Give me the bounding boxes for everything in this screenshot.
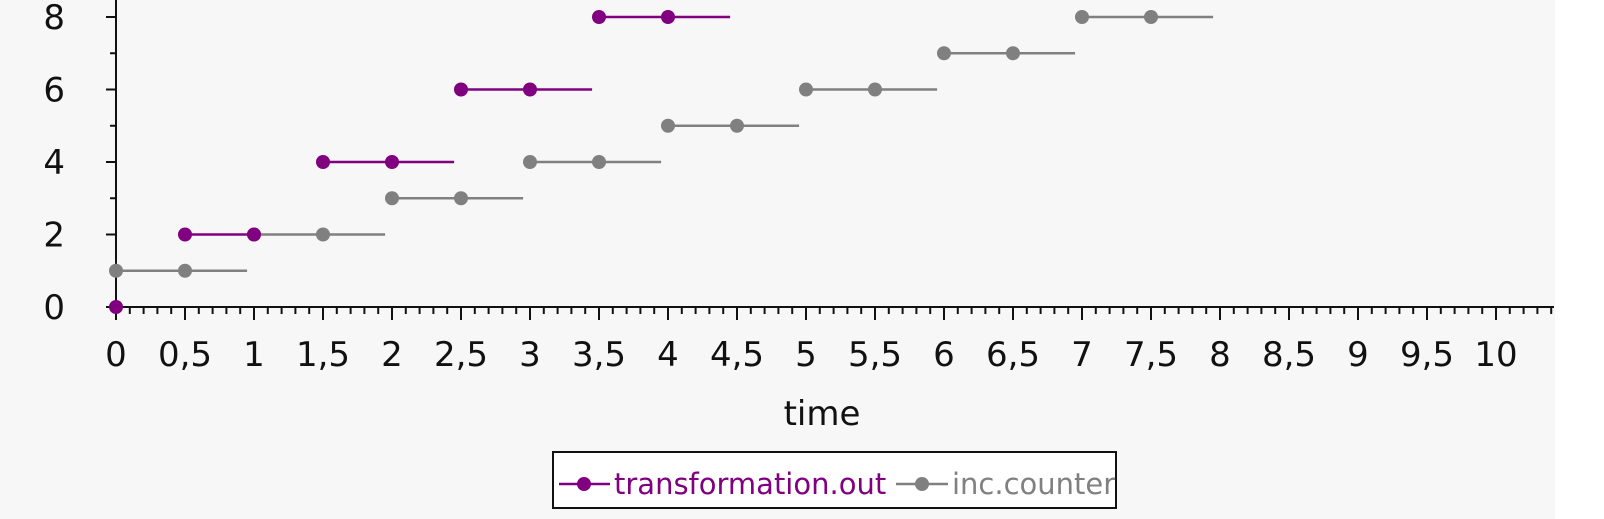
x-tick-label: 3: [519, 335, 541, 375]
x-tick-label: 9,5: [1400, 335, 1454, 375]
data-point: [799, 83, 813, 97]
legend-marker-transformation-out: [577, 477, 591, 491]
data-point: [661, 119, 675, 133]
x-tick-label: 9: [1347, 335, 1369, 375]
data-point: [385, 155, 399, 169]
legend-marker-inc-counter: [915, 477, 929, 491]
y-tick-label: 2: [43, 216, 65, 256]
x-tick-label: 7,5: [1124, 335, 1178, 375]
x-tick-label: 3,5: [572, 335, 626, 375]
y-tick-label: 8: [43, 0, 65, 38]
x-tick-label: 7: [1071, 335, 1093, 375]
x-axis-title: time: [784, 394, 861, 434]
x-tick-label: 10: [1474, 335, 1517, 375]
x-tick-label: 8,5: [1262, 335, 1316, 375]
data-point: [316, 155, 330, 169]
y-tick-label: 6: [43, 71, 65, 111]
data-point: [247, 228, 261, 242]
x-tick-label: 0,5: [158, 335, 212, 375]
data-point: [1144, 10, 1158, 24]
x-tick-label: 0: [105, 335, 127, 375]
x-tick-label: 1: [243, 335, 265, 375]
data-point: [937, 46, 951, 60]
x-tick-label: 2,5: [434, 335, 488, 375]
data-point: [730, 119, 744, 133]
data-point: [385, 191, 399, 205]
data-point: [592, 155, 606, 169]
data-point: [109, 264, 123, 278]
y-tick-label: 0: [43, 288, 65, 328]
data-point: [1075, 10, 1089, 24]
legend-label-transformation-out: transformation.out: [614, 467, 886, 501]
x-tick-label: 5: [795, 335, 817, 375]
data-point: [178, 228, 192, 242]
data-point: [868, 83, 882, 97]
x-tick-label: 2: [381, 335, 403, 375]
x-tick-label: 6: [933, 335, 955, 375]
data-point: [316, 228, 330, 242]
data-point: [454, 191, 468, 205]
x-tick-label: 6,5: [986, 335, 1040, 375]
x-tick-label: 8: [1209, 335, 1231, 375]
data-point: [178, 264, 192, 278]
y-tick-label: 4: [43, 143, 65, 183]
x-tick-label: 4: [657, 335, 679, 375]
data-point: [523, 155, 537, 169]
x-tick-label: 1,5: [296, 335, 350, 375]
data-point: [592, 10, 606, 24]
data-point: [1006, 46, 1020, 60]
data-point: [661, 10, 675, 24]
data-point: [454, 83, 468, 97]
data-point: [109, 300, 123, 314]
x-tick-label: 4,5: [710, 335, 764, 375]
data-point: [523, 83, 537, 97]
legend-label-inc-counter: inc.counter: [952, 467, 1115, 501]
x-tick-label: 5,5: [848, 335, 902, 375]
